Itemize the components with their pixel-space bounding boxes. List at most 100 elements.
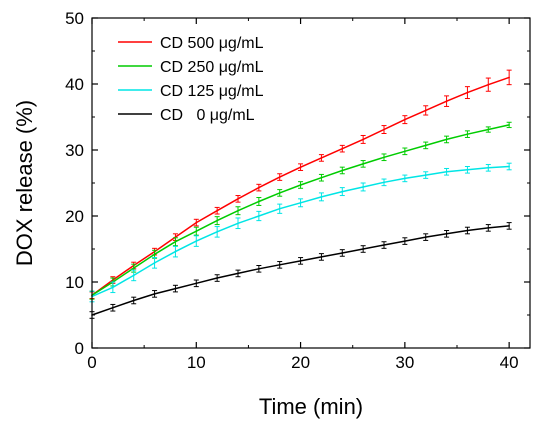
data-point (362, 186, 364, 188)
data-point (237, 198, 239, 200)
data-point (278, 264, 281, 266)
data-point (445, 233, 448, 235)
data-point (258, 186, 260, 189)
data-point (508, 225, 510, 227)
series-group (89, 222, 512, 319)
data-point (132, 299, 135, 302)
data-point (237, 222, 239, 225)
x-tick-label: 30 (395, 353, 414, 372)
data-point (299, 202, 302, 204)
data-point (258, 268, 260, 270)
data-point (278, 192, 281, 194)
data-point (320, 176, 323, 179)
data-point (466, 133, 469, 135)
series-group (89, 121, 512, 300)
data-point (195, 240, 198, 242)
data-point (383, 128, 385, 131)
data-point (424, 144, 427, 147)
data-point (508, 76, 510, 79)
data-point (195, 282, 198, 285)
data-point (195, 221, 198, 224)
y-axis-title: DOX release (%) (12, 100, 37, 266)
data-point (174, 287, 177, 290)
data-point (153, 262, 156, 264)
data-point (216, 277, 218, 279)
data-point (278, 176, 281, 178)
data-point (320, 196, 323, 198)
y-tick-label: 40 (65, 75, 84, 94)
data-point (404, 150, 406, 153)
data-point (466, 91, 469, 94)
plot-frame (91, 17, 531, 349)
data-point (445, 100, 448, 102)
series-line (91, 124, 510, 296)
x-tick-label: 40 (500, 353, 519, 372)
data-point (216, 231, 218, 233)
axes-layer: 0 10 20 30 40 0 10 20 30 40 50 (65, 9, 531, 372)
data-point (153, 293, 156, 295)
data-point (508, 124, 510, 126)
data-point (424, 174, 427, 176)
series-group (89, 162, 512, 303)
series-layer (89, 69, 512, 319)
data-point (362, 163, 364, 165)
data-point (195, 230, 198, 232)
data-point (278, 207, 281, 210)
data-point (341, 252, 344, 254)
series-line (91, 225, 510, 316)
data-point (237, 272, 239, 275)
data-point (237, 209, 239, 212)
y-tick-label: 30 (65, 141, 84, 160)
data-point (299, 184, 302, 186)
data-point (362, 138, 364, 141)
data-point (487, 227, 490, 229)
data-point (341, 147, 344, 150)
data-point (132, 274, 135, 277)
data-point (445, 138, 448, 141)
data-point (174, 240, 177, 243)
data-point (487, 83, 490, 86)
data-point (299, 166, 302, 168)
data-point (383, 181, 385, 184)
data-point (216, 209, 218, 212)
x-axis-title: Time (min) (259, 394, 363, 419)
data-point (404, 118, 406, 121)
data-point (404, 177, 406, 180)
data-point (216, 219, 218, 222)
data-point (466, 229, 469, 232)
data-point (174, 250, 177, 253)
data-point (383, 244, 385, 246)
data-point (487, 128, 490, 131)
x-tick-label: 0 (87, 353, 96, 372)
data-point (258, 200, 260, 203)
data-point (112, 306, 114, 309)
data-point (383, 156, 385, 159)
data-point (320, 256, 323, 258)
legend-label: CD 500 μg/mL (160, 35, 264, 52)
data-point (341, 190, 344, 193)
data-point (112, 286, 114, 289)
legend-label: CD 0 μg/mL (160, 107, 255, 124)
data-point (258, 215, 260, 217)
data-point (424, 109, 427, 112)
data-point (299, 260, 302, 262)
y-tick-label: 10 (65, 273, 84, 292)
x-tick-label: 20 (291, 353, 310, 372)
data-point (132, 267, 135, 269)
data-point (320, 157, 323, 159)
y-tick-label: 20 (65, 207, 84, 226)
data-point (153, 253, 156, 256)
data-point (508, 165, 510, 168)
y-tick-label: 50 (65, 9, 84, 28)
x-tick-label: 10 (187, 353, 206, 372)
legend: CD 500 μg/mL CD 250 μg/mL CD 125 μg/mL CD 0… (118, 35, 264, 124)
data-point (466, 169, 469, 171)
data-point (445, 170, 448, 173)
legend-label: CD 250 μg/mL (160, 59, 264, 76)
legend-label: CD 125 μg/mL (160, 83, 264, 100)
data-point (424, 236, 427, 238)
data-point (487, 167, 490, 169)
data-point (404, 240, 406, 242)
data-point (341, 169, 344, 172)
